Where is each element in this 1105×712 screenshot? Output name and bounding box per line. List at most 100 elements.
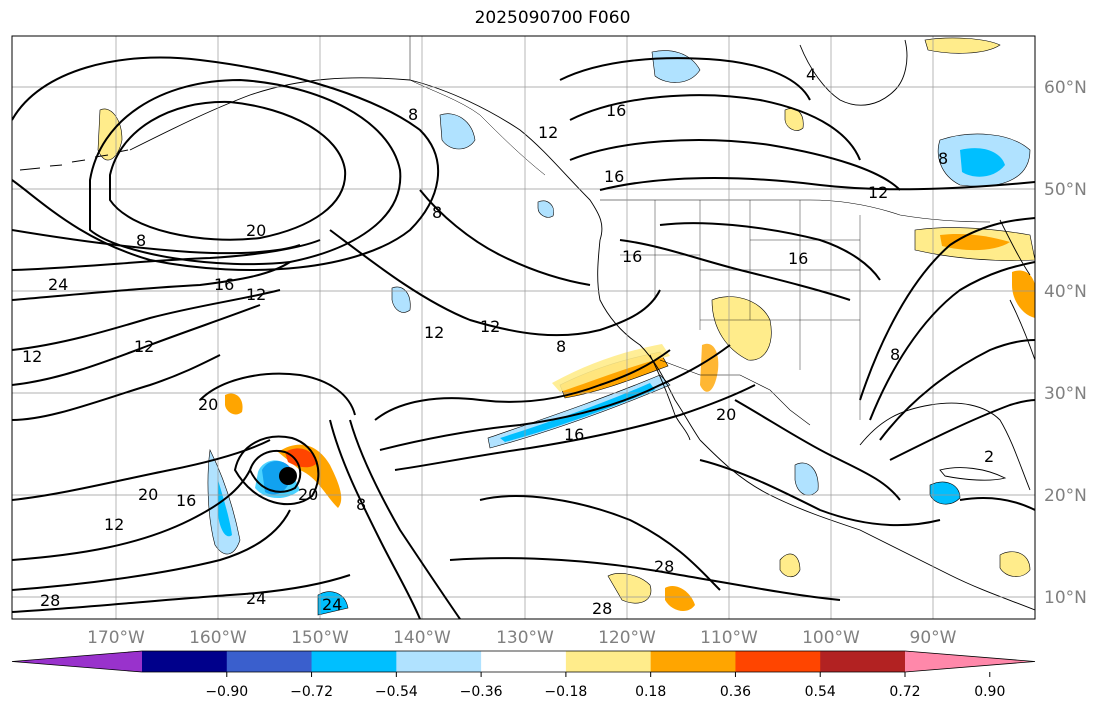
colorbar-tick-label: 0.18	[635, 684, 666, 700]
shade-patch	[285, 448, 318, 468]
shade-patch	[225, 393, 243, 415]
contour-label: 20	[716, 405, 736, 424]
shade-patch	[940, 233, 1010, 251]
contour-label: 28	[40, 591, 60, 610]
colorbar-tick-label: 0.72	[889, 684, 920, 700]
contour-label: 24	[48, 275, 68, 294]
colorbar-segment	[226, 651, 313, 672]
colorbar-tick-label: −0.54	[375, 684, 418, 700]
contour-line	[12, 509, 291, 591]
us-canada-border	[600, 199, 991, 223]
contour-line	[569, 139, 901, 191]
shade-patch	[999, 551, 1031, 577]
shade-patch	[794, 462, 819, 496]
colorbar-segment	[142, 651, 228, 672]
shade-patch	[218, 480, 232, 537]
contour-label: 20	[246, 221, 266, 240]
contour-line	[329, 419, 421, 619]
contour-line	[233, 435, 320, 506]
contour-label: 24	[246, 589, 266, 608]
contour-label: 8	[356, 495, 366, 514]
contour-label: 12	[104, 515, 124, 534]
shade-patch	[317, 591, 349, 616]
map-frame	[11, 35, 1036, 620]
lat-label: 10°N	[1044, 588, 1087, 608]
contour-line	[879, 339, 1035, 441]
contour-line	[12, 469, 251, 561]
contour-label: 16	[214, 275, 234, 294]
lon-label: 110°W	[700, 628, 758, 648]
contour-line	[374, 349, 671, 421]
contour-line	[869, 261, 1035, 421]
contour-line	[419, 189, 591, 286]
lon-label: 170°W	[87, 628, 145, 648]
shade-patch	[924, 37, 1001, 54]
contour-label: 16	[604, 167, 624, 186]
contour-line	[12, 261, 291, 301]
shade-patch	[779, 553, 801, 578]
contour-label: 12	[22, 347, 42, 366]
contour-line	[449, 557, 841, 601]
colorbar-segment	[650, 651, 736, 672]
contour-label: 8	[556, 337, 566, 356]
contour-label: 8	[136, 231, 146, 250]
lon-label: 90°W	[910, 628, 957, 648]
contour-label: 12	[424, 323, 444, 342]
contour-line	[889, 399, 1035, 461]
contour-label: 20	[198, 395, 218, 414]
us-mexico-border	[659, 359, 811, 426]
contour-line	[12, 56, 440, 271]
contour-label-layer: 8 20 16 12 24 12 12 8 12 8 12 16 16 16 1…	[22, 65, 994, 618]
contour-line	[12, 574, 351, 613]
colorbar-segment	[735, 651, 821, 672]
lat-label: 50°N	[1044, 180, 1087, 200]
colorbar-tick-label: −0.36	[460, 684, 503, 700]
shade-patch	[929, 481, 961, 505]
coastline-aleutians	[19, 149, 129, 171]
colorbar-tick-label: −0.72	[290, 684, 333, 700]
colorbar-tick-label: 0.90	[974, 684, 1005, 700]
colorbar-tick-label: −0.18	[544, 684, 587, 700]
contour-label: 28	[654, 557, 674, 576]
contour-label: 8	[938, 149, 948, 168]
coastline-hudson	[799, 39, 908, 106]
contour-line	[12, 239, 321, 271]
contour-label: 28	[592, 599, 612, 618]
shade-patch	[711, 296, 772, 361]
shade-patch	[607, 573, 652, 604]
contour-line	[559, 57, 811, 101]
lon-label: 100°W	[802, 628, 860, 648]
coastline-mexico	[699, 439, 1035, 611]
colorbar-segment	[481, 651, 567, 672]
contour-label: 8	[890, 345, 900, 364]
colorbar-segment	[565, 651, 652, 672]
contour-line	[199, 372, 356, 416]
contour-line	[12, 354, 221, 421]
shading-layer	[97, 37, 1035, 616]
colorbar-segment	[311, 651, 397, 672]
lat-label: 60°N	[1044, 78, 1087, 98]
contour-line	[379, 344, 731, 451]
lon-label: 160°W	[189, 628, 247, 648]
contour-line	[569, 94, 861, 161]
contour-label: 24	[322, 595, 342, 614]
contour-label: 16	[564, 425, 584, 444]
shade-patch	[665, 585, 695, 612]
contour-label: 12	[246, 285, 266, 304]
contour-line	[12, 289, 281, 351]
shade-patch	[391, 286, 411, 313]
contour-line	[329, 229, 661, 337]
contour-line	[12, 304, 261, 386]
lon-label: 140°W	[393, 628, 451, 648]
contour-label: 4	[806, 65, 816, 84]
contour-line	[109, 100, 347, 241]
colorbar-tick-label: 0.36	[720, 684, 751, 700]
contour-line	[599, 177, 1035, 191]
lon-label: 130°W	[496, 628, 554, 648]
contour-label: 2	[984, 447, 994, 466]
lon-label: 120°W	[598, 628, 656, 648]
contour-label: 20	[298, 485, 318, 504]
contour-line	[349, 419, 461, 619]
contour-label: 8	[432, 203, 442, 222]
contour-line	[699, 459, 941, 527]
